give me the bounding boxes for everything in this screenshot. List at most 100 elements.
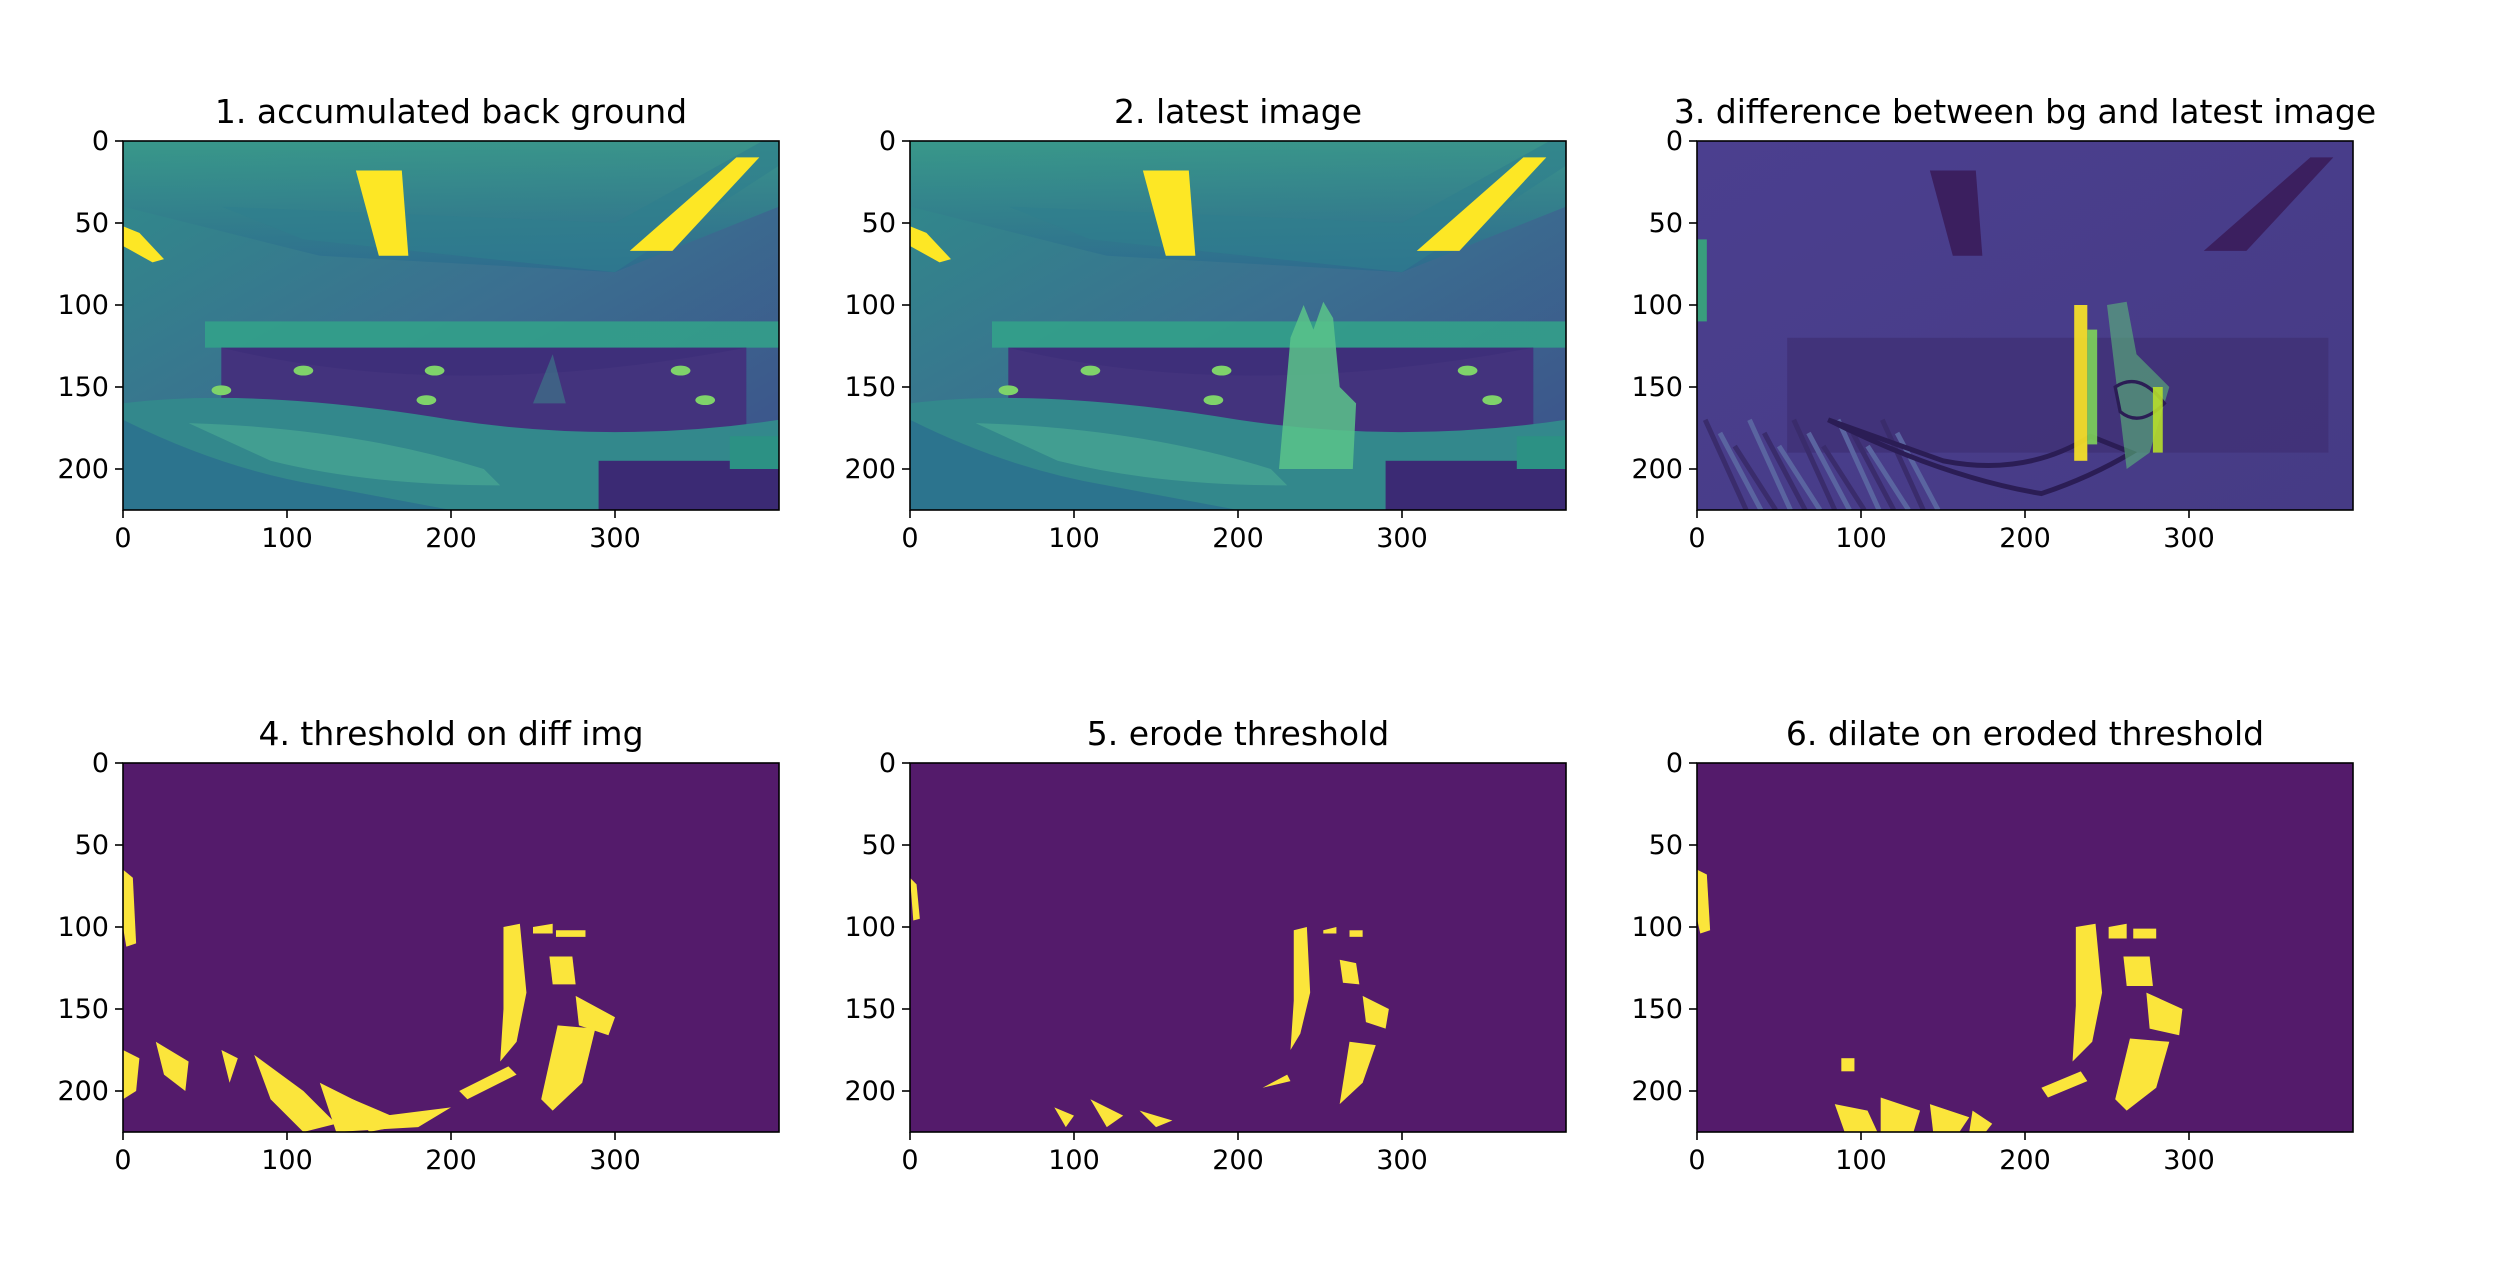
x-tick-label: 100 [261,1145,313,1176]
mask-blob [254,1054,337,1132]
y-tick-label: 50 [862,830,896,861]
panel-title: 4. threshold on diff img [258,714,643,753]
y-tick-label: 50 [862,208,896,239]
mask-blob [1262,1074,1291,1088]
hand-shape [1279,301,1357,470]
y-tick-label: 50 [1649,830,1683,861]
mask-blob [2072,923,2103,1062]
x-tick-label: 0 [1688,1145,1705,1176]
mask-blob [2115,1038,2170,1111]
x-tick-label: 0 [1688,523,1705,554]
x-tick-label: 0 [901,1145,918,1176]
panel-image [123,141,780,511]
mask-blob [1697,869,1711,934]
y-tick-label: 100 [1631,912,1683,943]
x-tick-label: 300 [2163,523,2215,554]
mask-blob [1339,959,1360,985]
light-right-shape [1416,157,1547,251]
panel-image [1697,763,2353,1132]
y-tick-label: 150 [844,372,896,403]
panel-image [910,141,1567,511]
y-tick-label: 100 [57,912,109,943]
y-tick-label: 200 [57,1076,109,1107]
mask-blob [1323,927,1337,934]
panel-title: 3. difference between bg and latest imag… [1674,92,2376,131]
x-tick-label: 300 [589,1145,641,1176]
mask-blob [910,877,920,921]
panel-image [1697,141,2353,511]
y-tick-label: 100 [844,290,896,321]
y-tick-label: 100 [57,290,109,321]
y-tick-label: 0 [879,748,896,779]
y-tick-label: 0 [1666,126,1683,157]
y-tick-label: 150 [57,372,109,403]
y-tick-label: 0 [879,126,896,157]
mask-blob [2108,923,2127,939]
mask-blob [1362,995,1389,1029]
x-tick-label: 200 [1212,1145,1264,1176]
mask-blob [1841,1058,1855,1072]
light-edge-shape [910,226,951,263]
y-tick-label: 200 [57,454,109,485]
mask-blob [555,930,586,937]
x-tick-label: 100 [1835,1145,1887,1176]
y-tick-label: 50 [75,830,109,861]
x-tick-label: 300 [589,523,641,554]
mask-blob [2146,992,2183,1036]
panel-3: 3. difference between bg and latest imag… [1631,92,2376,554]
x-tick-label: 100 [261,523,313,554]
light-edge-shape [123,226,164,263]
y-tick-label: 150 [1631,372,1683,403]
y-tick-label: 0 [1666,748,1683,779]
mask-blob [541,1025,596,1111]
light-left-shape [1142,170,1196,256]
y-tick-label: 200 [844,1076,896,1107]
light-right-shape [629,157,760,251]
mask-blob [1880,1097,1921,1132]
mask-blob [533,923,553,934]
mask-blob [1290,927,1311,1050]
x-tick-label: 300 [1376,1145,1428,1176]
mask-blob [1339,1041,1376,1105]
mask-blob [500,923,527,1062]
panel-image [123,763,780,1132]
panel-1: 1. accumulated back ground 0 100 200 300 0 50 1… [57,92,780,554]
panel-6: 6. dilate on eroded threshold 0 100 200 300 0… [1631,714,2354,1176]
mask-blob [123,1050,140,1100]
x-tick-label: 300 [1376,523,1428,554]
panel-image [910,763,1566,1132]
mask-blob [2133,928,2157,939]
panel-title: 2. latest image [1114,92,1362,131]
mask-blob [1929,1104,1970,1132]
panels-layer: 1. accumulated back ground 0 100 200 300 0 50 1… [57,92,2376,1176]
mask-blob [2041,1071,2088,1098]
mask-blob [1969,1110,1993,1132]
x-tick-label: 200 [1999,523,2051,554]
y-tick-label: 200 [1631,1076,1683,1107]
mask-blob [1054,1107,1074,1128]
mask-blob [123,869,137,947]
panel-5: 5. erode threshold 0 100 200 300 0 50 100 150 200 [844,714,1567,1176]
y-tick-label: 150 [57,994,109,1025]
x-tick-label: 0 [114,523,131,554]
y-tick-label: 150 [844,994,896,1025]
x-tick-label: 200 [425,523,477,554]
panel-title: 6. dilate on eroded threshold [1786,714,2264,753]
y-tick-label: 100 [844,912,896,943]
mask-blob [459,1066,517,1100]
x-tick-label: 200 [1212,523,1264,554]
x-tick-label: 200 [425,1145,477,1176]
mask-blob [221,1050,238,1083]
mask-blob [1139,1110,1173,1128]
x-tick-label: 0 [901,523,918,554]
y-tick-label: 100 [1631,290,1683,321]
mask-blob [1090,1099,1124,1128]
x-tick-label: 0 [114,1145,131,1176]
y-tick-label: 50 [75,208,109,239]
x-tick-label: 100 [1048,1145,1100,1176]
mask-blob [2123,956,2153,987]
light-left-shape [355,170,409,256]
panel-4: 4. threshold on diff img 0 100 200 300 0 50 100… [57,714,780,1176]
x-tick-label: 300 [2163,1145,2215,1176]
